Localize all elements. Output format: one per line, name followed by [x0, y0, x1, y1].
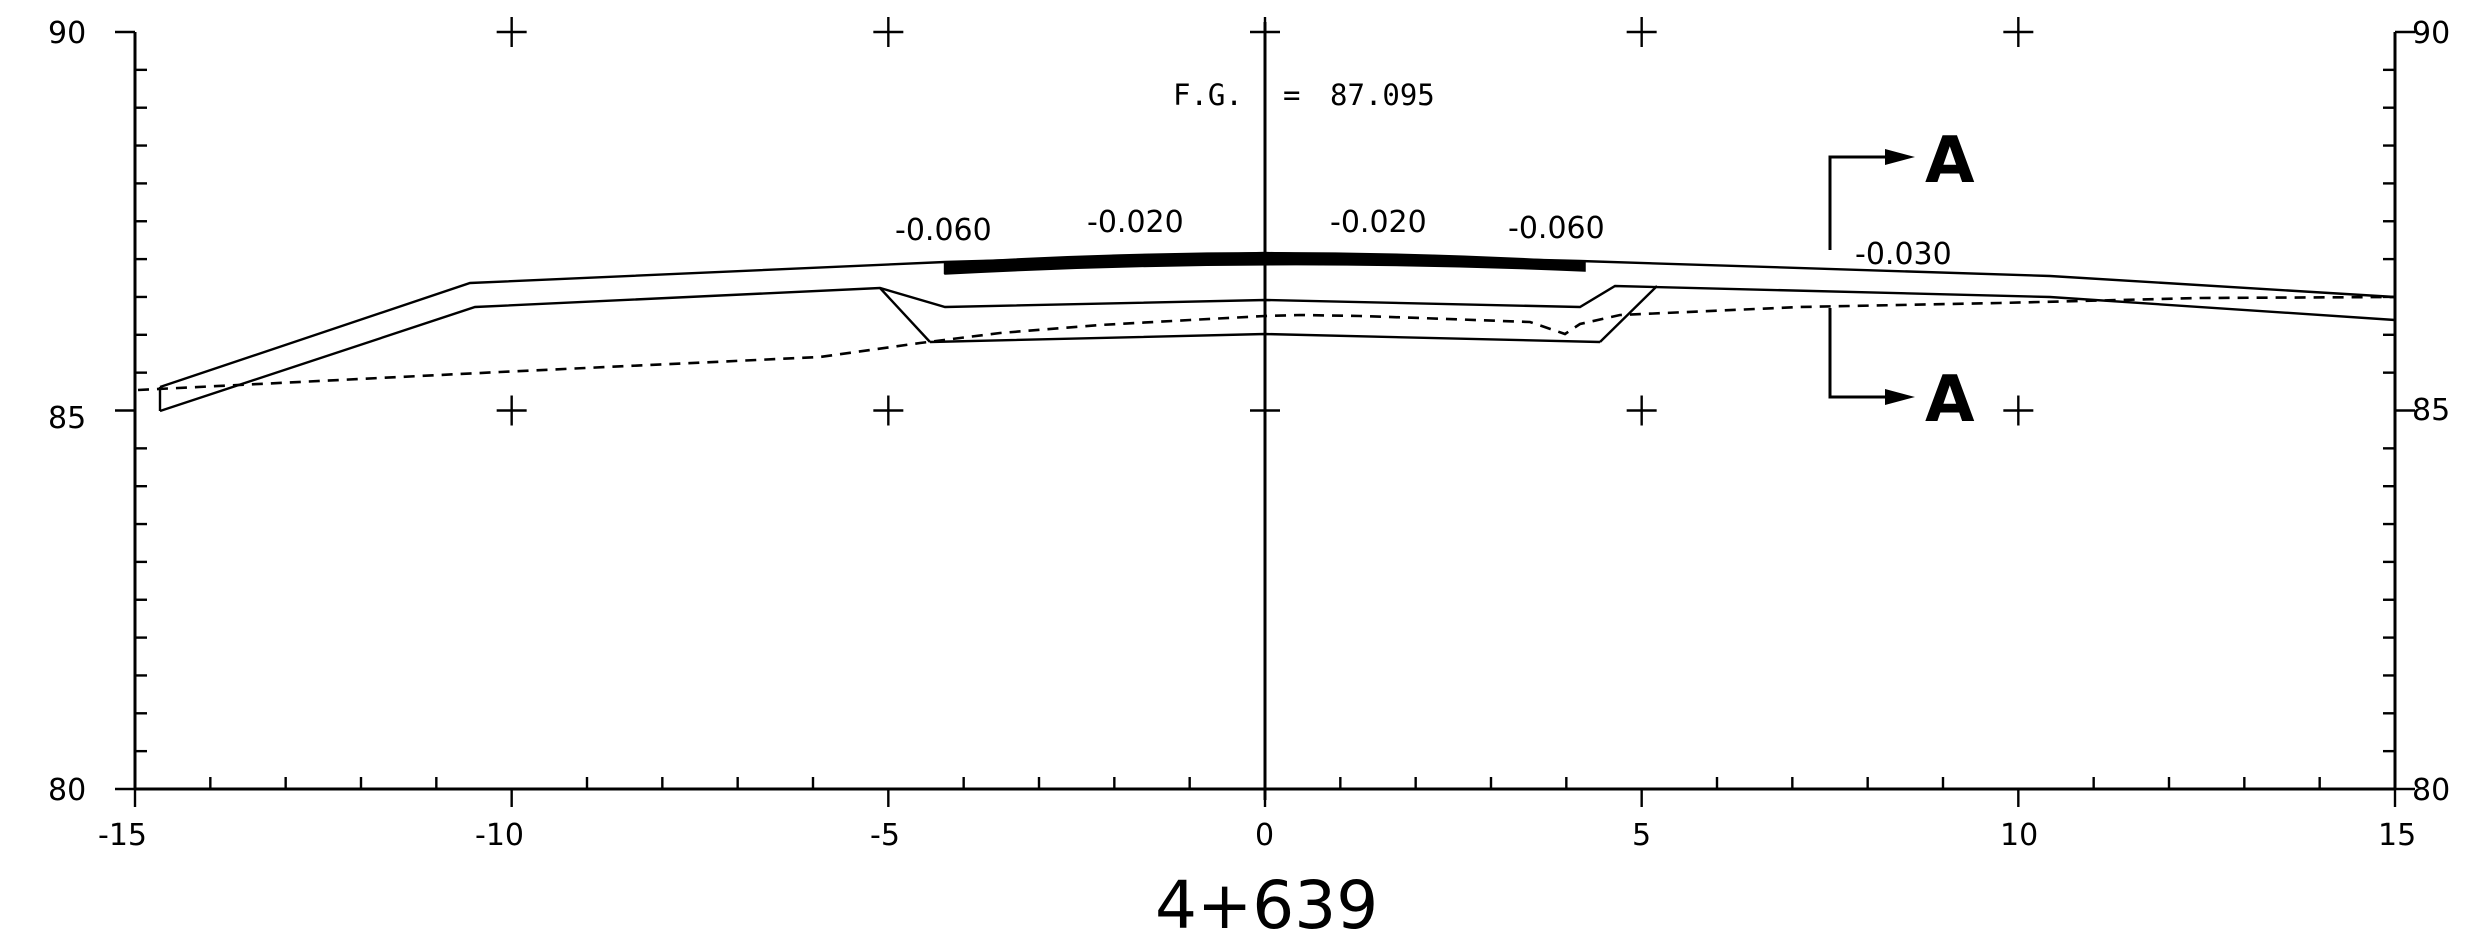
y-label-left-80: 80 [48, 773, 86, 808]
y-label-right-80: 80 [2412, 773, 2450, 808]
grid-crosses [496, 17, 2034, 426]
excavation-right [1599, 285, 1658, 343]
slope-label-right-outer: -0.060 [1508, 211, 1605, 246]
finished-grade-value: 87.095 [1330, 78, 1435, 112]
road-section-lines [137, 251, 2396, 413]
x-label-5: 5 [1632, 818, 1651, 853]
station-label: 4+639 [1155, 867, 1378, 937]
finished-grade-equals: = [1283, 78, 1300, 112]
y-label-left-90: 90 [48, 16, 86, 51]
y-label-left-85: 85 [48, 401, 86, 436]
x-label-neg5: -5 [870, 818, 900, 853]
slope-label-left-inner: -0.020 [1087, 205, 1184, 240]
x-label-15: 15 [2378, 818, 2416, 853]
subgrade-line [159, 284, 2396, 413]
finished-grade-label: F.G. [1173, 78, 1243, 112]
x-label-0: 0 [1255, 818, 1274, 853]
y-label-right-90: 90 [2412, 16, 2450, 51]
axis-ticks [115, 30, 2415, 807]
slope-label-right-inner: -0.020 [1330, 205, 1427, 240]
existing-ground-line [137, 295, 2396, 392]
section-marker-bottom: A [1828, 308, 1975, 437]
section-a-label-top: A [1925, 124, 1975, 198]
section-marker-top: A [1828, 124, 1975, 250]
finished-grade-line [159, 251, 2396, 389]
slope-label-left-outer: -0.060 [895, 213, 992, 248]
pavement-layer [944, 252, 1586, 275]
x-label-10: 10 [2000, 818, 2038, 853]
excavation-bottom [929, 332, 1601, 344]
excavation-left [879, 287, 931, 343]
x-label-neg10: -10 [475, 818, 524, 853]
y-label-right-85: 85 [2412, 393, 2450, 428]
section-a-label-bottom: A [1925, 363, 1975, 437]
x-label-neg15: -15 [98, 818, 147, 853]
slope-label-shoulder: -0.030 [1855, 237, 1952, 272]
